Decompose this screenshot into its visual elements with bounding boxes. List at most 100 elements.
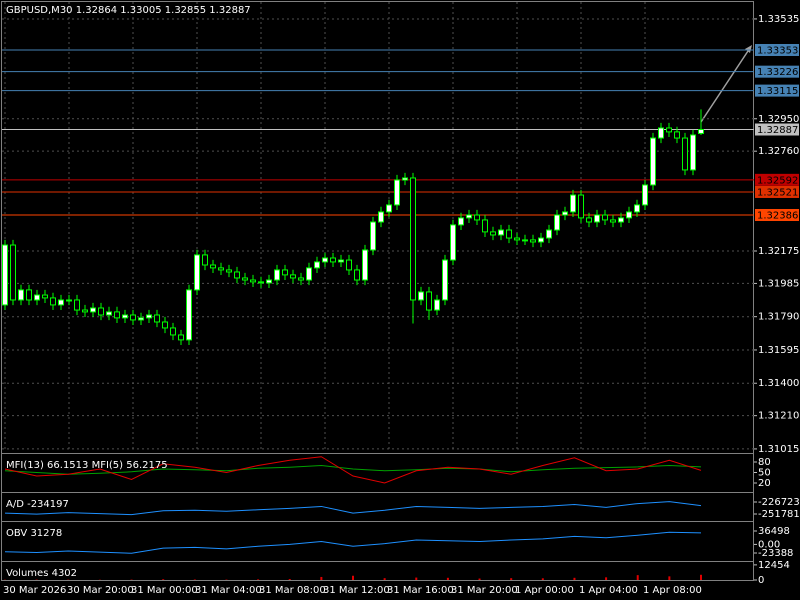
candle-body [690, 134, 696, 171]
candle-body [106, 311, 112, 316]
trend-arrow [700, 47, 751, 123]
x-tick-label: 31 Mar 20:00 [451, 585, 518, 596]
y-tick-label: 1.31790 [758, 312, 799, 323]
candle-body [34, 294, 40, 301]
candle-body [674, 131, 680, 139]
x-tick-label: 1 Apr 08:00 [643, 585, 702, 596]
candle-body [346, 259, 352, 271]
x-tick-label: 31 Mar 08:00 [259, 585, 326, 596]
candle-body [490, 231, 496, 236]
candle-body [410, 177, 416, 301]
candle-body [562, 211, 568, 216]
level-label-box [755, 185, 799, 198]
candle-body [322, 257, 328, 263]
candle-body [666, 127, 672, 133]
candle-body [618, 217, 624, 223]
candle-body [250, 279, 256, 283]
candle-body [586, 217, 592, 223]
y-tick-label: 1.31595 [758, 345, 799, 356]
candle-body [26, 289, 32, 301]
candle-body [258, 281, 264, 284]
candle-body [570, 194, 576, 213]
candle-body [10, 244, 16, 301]
candle-body [306, 267, 312, 281]
indicator-line [4, 456, 702, 484]
candle-body [602, 214, 608, 221]
candle-body [426, 291, 432, 311]
candle-body [210, 264, 216, 269]
candle-body [530, 239, 536, 243]
x-tick-label: 31 Mar 04:00 [195, 585, 262, 596]
candle-body [434, 299, 440, 311]
candle-body [482, 219, 488, 233]
y-tick-label: 1.31015 [758, 444, 799, 455]
candle-body [82, 309, 88, 313]
candle-body [162, 321, 168, 329]
candle-body [58, 299, 64, 306]
x-tick-label: 30 Mar 2026 [3, 585, 66, 596]
candle-body [514, 237, 520, 241]
candle-body [362, 249, 368, 281]
candle-body [178, 334, 184, 341]
y-tick-label: 0.00 [758, 539, 780, 550]
y-tick-label: 1.32950 [758, 114, 799, 125]
candle-body [458, 217, 464, 226]
candle-body [594, 214, 600, 223]
candle-body [218, 267, 224, 271]
candle-body [42, 294, 48, 299]
candle-body [418, 291, 424, 301]
candle-body [386, 204, 392, 213]
candle-body [114, 311, 120, 319]
candle-body [642, 184, 648, 206]
candle-body [2, 244, 8, 306]
candle-body [226, 269, 232, 273]
candle-body [338, 259, 344, 263]
candle-body [402, 177, 408, 181]
candle-body [274, 269, 280, 281]
y-tick-label: 1.32175 [758, 246, 799, 257]
arrow-head [745, 45, 752, 53]
level-label-box [755, 84, 799, 97]
candle-body [194, 254, 200, 291]
level-label: 1.32386 [757, 210, 798, 221]
candle-body [650, 137, 656, 186]
candle-body [74, 299, 80, 311]
y-tick-label: 1.31400 [758, 378, 799, 389]
candle-body [242, 277, 248, 281]
candle-body [282, 269, 288, 276]
candle-body [122, 314, 128, 319]
candle-body [538, 237, 544, 243]
candle-body [466, 214, 472, 219]
x-tick-label: 1 Apr 04:00 [579, 585, 638, 596]
y-tick-label: -23388 [758, 548, 793, 559]
candle-body [450, 224, 456, 261]
y-tick-label: -226723 [758, 497, 800, 508]
level-label: 1.33226 [757, 67, 798, 78]
candle-body [314, 261, 320, 269]
candle-body [442, 259, 448, 301]
level-label: 1.32521 [757, 187, 798, 198]
candle-body [50, 297, 56, 306]
candle-body [394, 179, 400, 206]
candle-body [658, 127, 664, 139]
level-label: 1.33353 [757, 45, 798, 56]
level-label: 1.32887 [757, 125, 798, 136]
candle-body [546, 229, 552, 239]
candle-body [578, 194, 584, 219]
x-tick-label: 31 Mar 00:00 [131, 585, 198, 596]
candle-body [610, 219, 616, 223]
candle-body [130, 314, 136, 321]
candle-body [634, 204, 640, 213]
y-tick-label: 80 [758, 457, 771, 468]
candle-body [698, 129, 704, 134]
x-tick-label: 31 Mar 16:00 [387, 585, 454, 596]
candle-body [298, 277, 304, 281]
candle-body [354, 269, 360, 281]
candle-body [682, 137, 688, 171]
candle-body [154, 314, 160, 323]
y-tick-label: 1.33535 [758, 14, 799, 25]
y-tick-label: 1.31985 [758, 278, 799, 289]
